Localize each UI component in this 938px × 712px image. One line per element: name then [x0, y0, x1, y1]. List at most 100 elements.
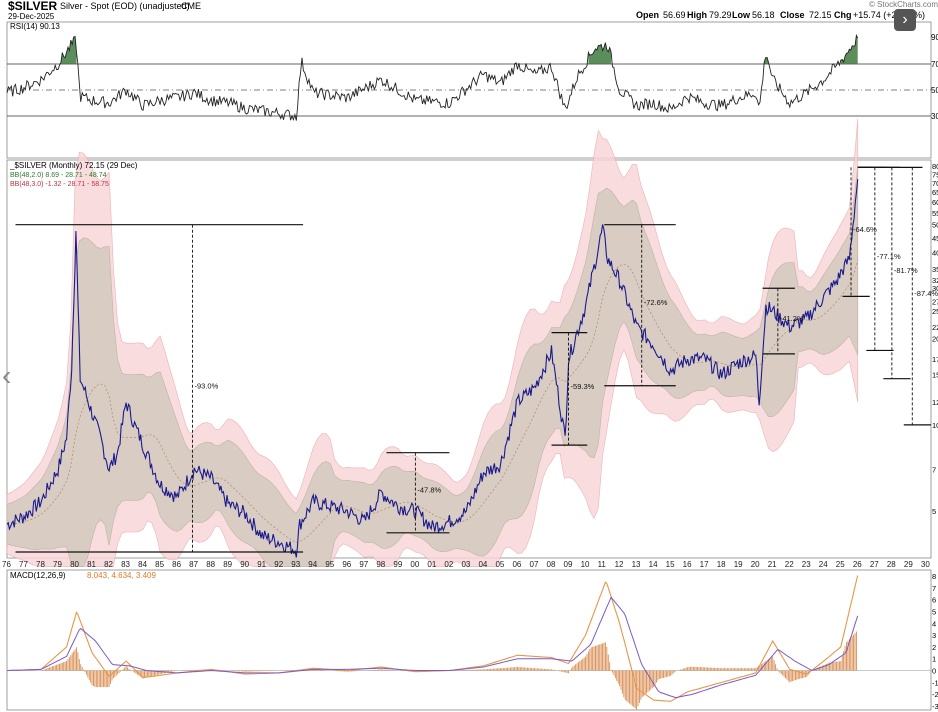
drawdown-label: -64.6% — [853, 225, 877, 234]
price-y-tick: 5 — [932, 507, 936, 516]
price-y-tick: 55 — [932, 209, 938, 218]
high-value: 79.29 — [709, 10, 732, 20]
drawdown-label: -81.7% — [894, 266, 918, 275]
price-line — [6, 179, 859, 558]
x-tick-label: 09 — [564, 560, 573, 569]
price-y-tick: 70 — [932, 179, 938, 188]
drawdown-marker: -41.2% — [762, 287, 804, 355]
exchange-label: CME — [181, 1, 201, 11]
chart-nav-forward-button[interactable]: › — [894, 9, 916, 31]
macd-y-tick: 3 — [932, 631, 936, 640]
macd-line — [7, 575, 859, 702]
price-y-tick: 20 — [932, 335, 938, 344]
x-tick-label: 83 — [121, 560, 130, 569]
x-tick-label: 10 — [581, 560, 590, 569]
price-y-tick: 32 — [932, 276, 938, 285]
high-label: High — [687, 10, 707, 20]
price-y-tick: 27 — [932, 297, 938, 306]
x-tick-label: 97 — [359, 560, 368, 569]
x-tick-label: 08 — [547, 560, 556, 569]
macd-y-axis: 8 7 6 5 4 3 2 1 0 -1 -2 -3 — [932, 572, 938, 711]
x-tick-label: 89 — [223, 560, 232, 569]
drawdown-label: -77.1% — [877, 252, 901, 261]
price-y-tick: 35 — [932, 265, 938, 274]
x-tick-label: 16 — [683, 560, 692, 569]
x-tick-label: 17 — [700, 560, 709, 569]
rsi-panel: RSI(14) 90.13 90 70 50 30 — [6, 21, 938, 159]
x-tick-label: 95 — [325, 560, 334, 569]
drawdown-marker: -72.6% — [604, 224, 676, 387]
macd-y-tick: 4 — [932, 619, 936, 628]
macd-y-tick: 0 — [932, 667, 936, 676]
signal-line — [7, 596, 859, 699]
macd-y-tick: 7 — [932, 584, 936, 593]
chevron-left-icon[interactable]: ‹ — [2, 360, 12, 391]
close-label: Close — [780, 10, 805, 20]
drawdown-marker: -93.0% — [15, 224, 304, 553]
x-tick-label: 29 — [904, 560, 913, 569]
x-tick-label: 03 — [461, 560, 470, 569]
x-tick-label: 98 — [376, 560, 385, 569]
drawdown-marker: -87.4% — [857, 166, 938, 426]
drawdown-label: -47.8% — [417, 486, 441, 495]
x-tick-label: 21 — [768, 560, 777, 569]
x-tick-label: 23 — [802, 560, 811, 569]
x-tick-label: 06 — [512, 560, 521, 569]
macd-y-tick: -2 — [932, 690, 938, 699]
bb1-legend: BB(48,2.0) 8.69 - 28.71 - 48.74 — [10, 172, 107, 179]
x-tick-label: 76 — [2, 560, 11, 569]
x-tick-label: 84 — [138, 560, 147, 569]
rsi-line — [6, 33, 859, 122]
x-tick-label: 96 — [342, 560, 351, 569]
macd-y-tick: 8 — [932, 572, 936, 581]
price-y-tick: 65 — [932, 188, 938, 197]
low-value: 56.18 — [752, 10, 775, 20]
x-tick-label: 19 — [734, 560, 743, 569]
watermark: © StockCharts.com — [869, 0, 938, 9]
price-panel: -93.0% -47.8% -59.3% -72.6% -41.2% -64.6% -77.… — [6, 118, 938, 567]
x-tick-label: 02 — [444, 560, 453, 569]
x-tick-label: 11 — [598, 560, 607, 569]
price-y-tick: 17 — [932, 355, 938, 364]
drawdown-annotations: -93.0% -47.8% -59.3% -72.6% -41.2% -64.6% -77.… — [15, 166, 938, 553]
rsi-tick-30: 30 — [931, 112, 938, 121]
price-y-tick: 30 — [932, 284, 938, 293]
x-tick-label: 04 — [478, 560, 487, 569]
x-tick-label: 85 — [155, 560, 164, 569]
x-tick-label: 82 — [104, 560, 113, 569]
macd-values: 8.043, 4.634, 3.409 — [87, 571, 157, 580]
price-legend: _$SILVER (Monthly) 72.15 (29 Dec) — [9, 161, 138, 170]
price-y-tick: 10 — [932, 421, 938, 430]
symbol-title: $SILVER — [8, 0, 57, 13]
x-tick-label: 13 — [632, 560, 641, 569]
chg-value: +15.74 (+27.91%) — [853, 10, 925, 20]
x-tick-label: 05 — [495, 560, 504, 569]
drawdown-label: -93.0% — [194, 381, 218, 390]
x-tick-label: 28 — [887, 560, 896, 569]
price-y-tick: 7 — [932, 465, 936, 474]
x-tick-label: 79 — [53, 560, 62, 569]
x-tick-label: 12 — [615, 560, 624, 569]
x-tick-label: 30 — [921, 560, 930, 569]
x-tick-label: 77 — [19, 560, 28, 569]
drawdown-marker: -47.8% — [386, 452, 450, 534]
macd-y-tick: 5 — [932, 607, 936, 616]
x-tick-label: 24 — [819, 560, 828, 569]
x-axis: 76 77 78 79 80 81 82 83 84 85 86 87 88 89 90 91 92 93 94 95… — [2, 560, 930, 569]
x-tick-label: 25 — [836, 560, 845, 569]
price-y-tick: 50 — [932, 221, 938, 230]
rsi-tick-50: 50 — [931, 86, 938, 95]
low-label: Low — [732, 10, 751, 20]
rsi-tick-90: 90 — [931, 33, 938, 42]
macd-label: MACD(12,26,9) — [10, 571, 66, 580]
macd-y-tick: -1 — [932, 678, 938, 687]
x-tick-label: 00 — [410, 560, 419, 569]
price-y-tick: 60 — [932, 198, 938, 207]
open-value: 56.69 — [663, 10, 686, 20]
close-value: 72.15 — [809, 10, 832, 20]
drawdown-label: -59.3% — [571, 382, 595, 391]
price-y-tick: 12 — [932, 398, 938, 407]
bb2-legend: BB(48,3.0) -1.32 - 28.71 - 58.75 — [10, 181, 109, 188]
x-tick-label: 99 — [393, 560, 402, 569]
macd-y-tick: 1 — [932, 655, 936, 664]
